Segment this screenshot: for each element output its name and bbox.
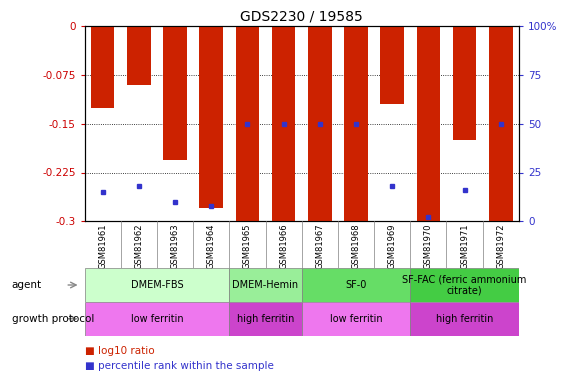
Text: agent: agent	[12, 280, 42, 290]
Text: SF-0: SF-0	[345, 280, 367, 290]
Text: GSM81972: GSM81972	[496, 224, 505, 269]
Bar	[410, 268, 519, 302]
Bar	[85, 268, 229, 302]
Bar	[85, 302, 229, 336]
Bar	[127, 26, 150, 85]
Text: DMEM-Hemin: DMEM-Hemin	[233, 280, 298, 290]
Text: GSM81961: GSM81961	[98, 224, 107, 269]
Text: GSM81971: GSM81971	[460, 224, 469, 269]
Bar	[91, 26, 114, 108]
Bar	[489, 26, 512, 221]
Bar	[453, 26, 476, 140]
Text: high ferritin: high ferritin	[237, 314, 294, 324]
Text: GSM81969: GSM81969	[388, 224, 396, 269]
Text: GSM81963: GSM81963	[170, 224, 180, 269]
Bar	[417, 26, 440, 221]
Bar	[302, 268, 410, 302]
Text: GSM81966: GSM81966	[279, 224, 288, 269]
Text: high ferritin: high ferritin	[436, 314, 493, 324]
Text: SF-FAC (ferric ammonium
citrate): SF-FAC (ferric ammonium citrate)	[402, 274, 527, 296]
Bar	[410, 302, 519, 336]
Text: GSM81965: GSM81965	[243, 224, 252, 269]
Text: low ferritin: low ferritin	[131, 314, 183, 324]
Text: GSM81964: GSM81964	[207, 224, 216, 269]
Bar	[229, 302, 302, 336]
Bar	[163, 26, 187, 159]
Bar	[302, 302, 410, 336]
Text: low ferritin: low ferritin	[329, 314, 382, 324]
Text: growth protocol: growth protocol	[12, 314, 94, 324]
Text: GSM81968: GSM81968	[352, 224, 360, 269]
Bar	[199, 26, 223, 208]
Title: GDS2230 / 19585: GDS2230 / 19585	[240, 10, 363, 24]
Text: ■ log10 ratio: ■ log10 ratio	[85, 346, 154, 355]
Bar	[381, 26, 404, 104]
Bar	[236, 26, 259, 221]
Bar	[308, 26, 332, 221]
Bar	[229, 268, 302, 302]
Bar	[344, 26, 368, 221]
Text: DMEM-FBS: DMEM-FBS	[131, 280, 183, 290]
Text: GSM81962: GSM81962	[134, 224, 143, 269]
Text: ■ percentile rank within the sample: ■ percentile rank within the sample	[85, 361, 273, 370]
Bar	[272, 26, 296, 221]
Text: GSM81967: GSM81967	[315, 224, 324, 269]
Text: GSM81970: GSM81970	[424, 224, 433, 269]
